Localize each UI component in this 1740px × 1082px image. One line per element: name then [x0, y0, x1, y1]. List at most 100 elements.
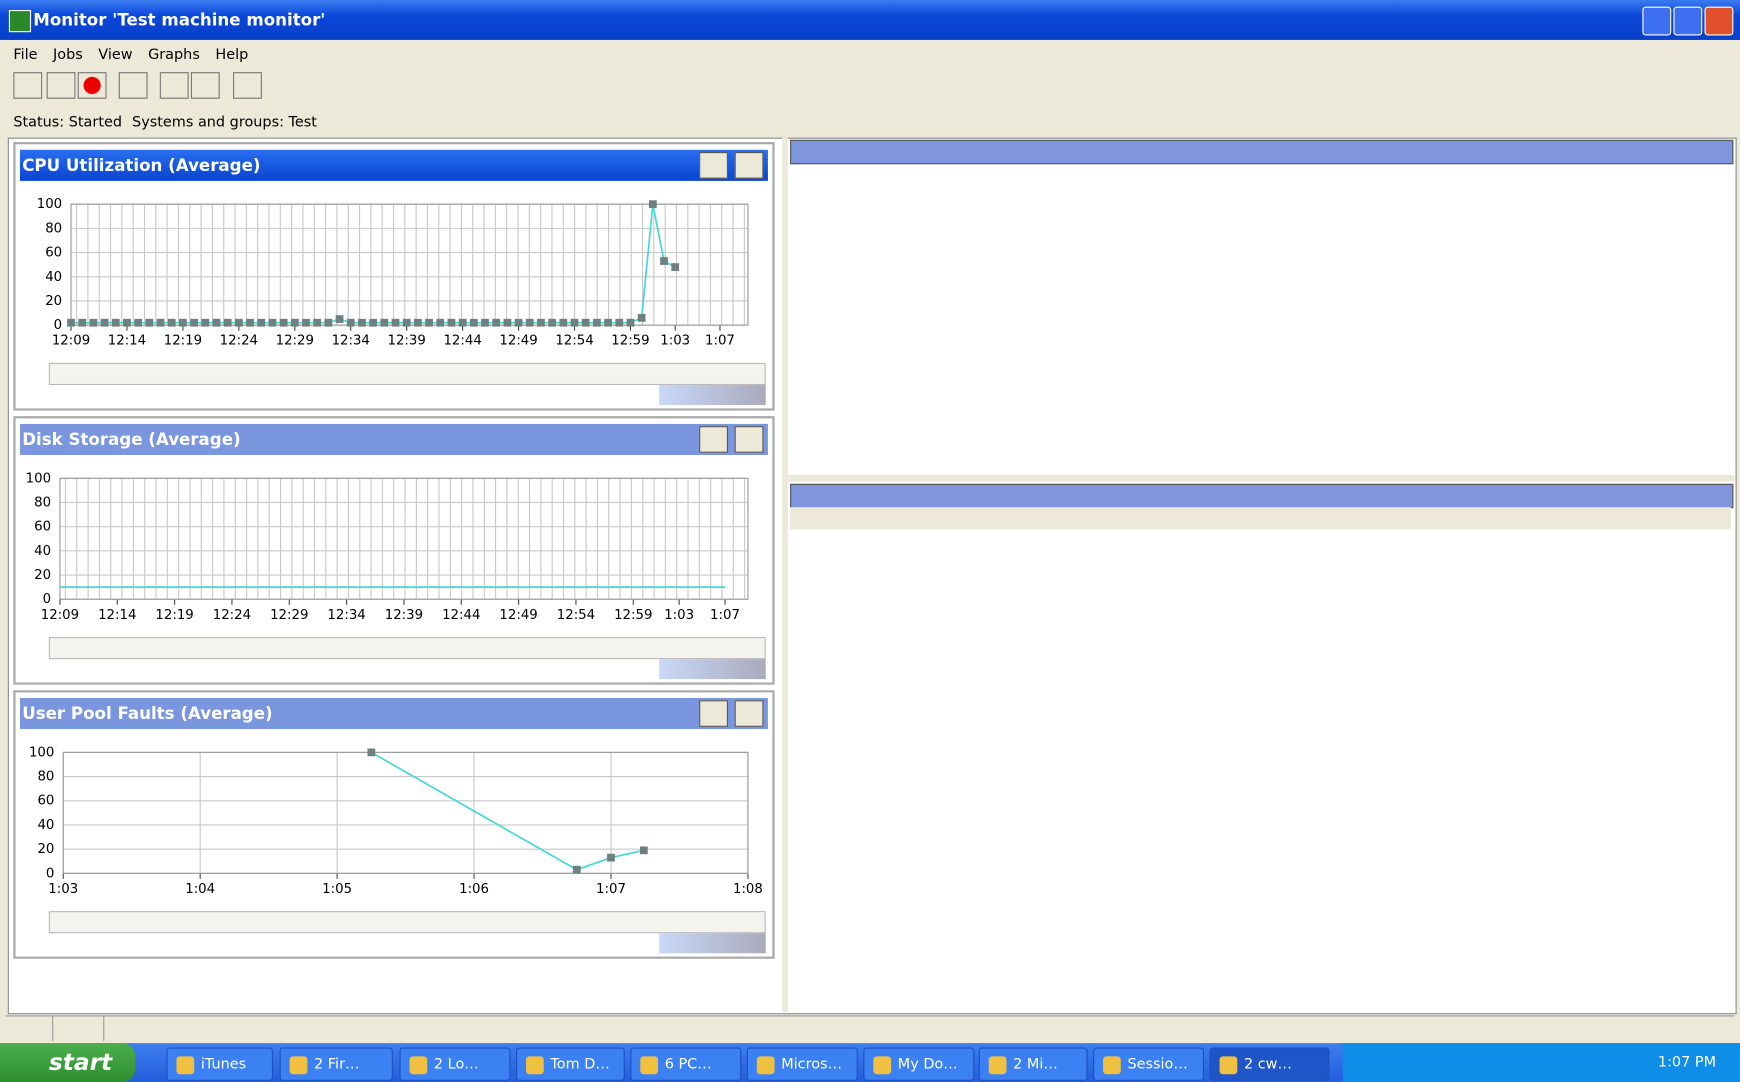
data-point [234, 318, 243, 327]
x-tick-label: 12:44 [442, 608, 480, 623]
panel-maximize[interactable] [734, 426, 764, 453]
data-point [447, 318, 456, 327]
right-header [790, 139, 1734, 165]
stop-button[interactable] [77, 72, 107, 99]
task-button[interactable]: 2 Lo… [399, 1047, 511, 1081]
data-point [492, 318, 501, 327]
x-tick-label: 1:05 [322, 882, 352, 897]
menu-item[interactable]: Help [215, 46, 249, 64]
x-tick-label: 1:06 [459, 882, 489, 897]
copy-button[interactable] [190, 72, 220, 99]
data-point [607, 853, 615, 862]
data-point [279, 318, 288, 327]
start-button[interactable] [13, 72, 43, 99]
panel-maximize[interactable] [734, 700, 764, 727]
y-tick-label: 0 [43, 592, 51, 607]
y-tick-label: 20 [37, 842, 54, 857]
data-point [78, 318, 87, 327]
scrollbar[interactable] [48, 636, 766, 660]
x-tick-label: 12:09 [41, 608, 79, 623]
data-point [212, 318, 221, 327]
x-tick-label: 12:24 [213, 608, 251, 623]
plot-frame [62, 751, 749, 874]
menu-item[interactable]: Jobs [53, 46, 83, 64]
y-tick-label: 100 [29, 745, 54, 760]
task-button[interactable]: 2 Mi… [978, 1047, 1088, 1081]
data-point [593, 318, 601, 327]
y-tick-label: 60 [45, 246, 62, 261]
start-button[interactable]: start [0, 1043, 136, 1082]
x-tick-label: 12:14 [108, 334, 146, 349]
data-point [346, 318, 355, 327]
x-tick-label: 12:19 [164, 334, 202, 349]
hold-button[interactable] [46, 72, 76, 99]
data-point [402, 318, 411, 327]
title-bar: Monitor 'Test machine monitor' [0, 0, 1740, 40]
restore-button[interactable] [1673, 6, 1703, 36]
close-button[interactable] [1704, 6, 1734, 36]
checklist-button[interactable] [159, 72, 189, 99]
scrollbar[interactable] [48, 911, 766, 934]
zoom-tools[interactable] [659, 933, 766, 954]
panel-minimize[interactable] [699, 152, 728, 179]
y-tick-label: 60 [34, 520, 51, 535]
x-tick-label: 12:44 [443, 334, 481, 349]
task-button[interactable]: 2 cw… [1209, 1047, 1330, 1081]
task-icon [289, 1056, 308, 1075]
plot-frame [59, 477, 749, 600]
task-button[interactable]: Tom D… [516, 1047, 625, 1081]
data-point [145, 318, 154, 327]
task-button[interactable]: My Do… [863, 1047, 975, 1081]
x-tick-label: 1:03 [48, 882, 78, 897]
x-tick-label: 12:54 [555, 334, 593, 349]
panel-maximize[interactable] [734, 152, 764, 179]
task-button[interactable]: 6 PC… [630, 1047, 742, 1081]
x-tick-label: 1:03 [664, 608, 694, 623]
plot: 0 20 40 60 80 100 1:03 1:04 1:05 1:06 1:07 1:08 [29, 745, 763, 897]
data-point [111, 318, 120, 327]
data-point [469, 318, 478, 327]
menu-item[interactable]: View [98, 46, 133, 64]
x-tick-label: 1:03 [660, 334, 690, 349]
data-point [67, 318, 75, 327]
x-tick-label: 12:59 [614, 608, 652, 623]
menu-item[interactable]: File [13, 46, 38, 64]
task-button[interactable]: Sessio… [1093, 1047, 1205, 1081]
x-tick-label: 12:29 [270, 608, 308, 623]
data-point [313, 318, 322, 327]
task-button[interactable]: Micros… [746, 1047, 858, 1081]
minimize-button[interactable] [1642, 6, 1672, 36]
x-tick-label: 1:07 [705, 334, 735, 349]
data-point [89, 318, 98, 327]
data-point [367, 748, 376, 757]
y-tick-label: 40 [37, 818, 54, 833]
data-point [570, 318, 579, 327]
panel-title-bar: Disk Storage (Average) [19, 423, 768, 455]
data-point [302, 318, 310, 327]
data-point [290, 318, 299, 327]
task-button[interactable]: 2 Fir… [279, 1047, 393, 1081]
x-tick-label: 12:34 [332, 334, 370, 349]
app-icon [8, 9, 32, 33]
scrollbar[interactable] [48, 362, 766, 386]
task-icon [409, 1056, 428, 1075]
x-tick-label: 12:24 [220, 334, 258, 349]
zoom-tools[interactable] [659, 659, 766, 680]
task-icon [873, 1056, 892, 1075]
task-button[interactable]: iTunes [166, 1047, 273, 1081]
zoom-tools[interactable] [659, 385, 766, 406]
properties-button[interactable] [118, 72, 148, 99]
data-point [369, 318, 377, 327]
help-button[interactable] [233, 72, 262, 99]
y-tick-label: 100 [26, 471, 51, 486]
menu-item[interactable]: Graphs [148, 46, 200, 64]
data-point [537, 318, 545, 327]
panel-minimize[interactable] [699, 700, 728, 727]
x-tick-label: 1:07 [596, 882, 626, 897]
x-tick-label: 1:07 [710, 608, 740, 623]
x-tick-label: 12:39 [385, 608, 423, 623]
panel-minimize[interactable] [699, 426, 728, 453]
task-icon [1103, 1056, 1121, 1075]
x-tick-label: 12:39 [388, 334, 426, 349]
